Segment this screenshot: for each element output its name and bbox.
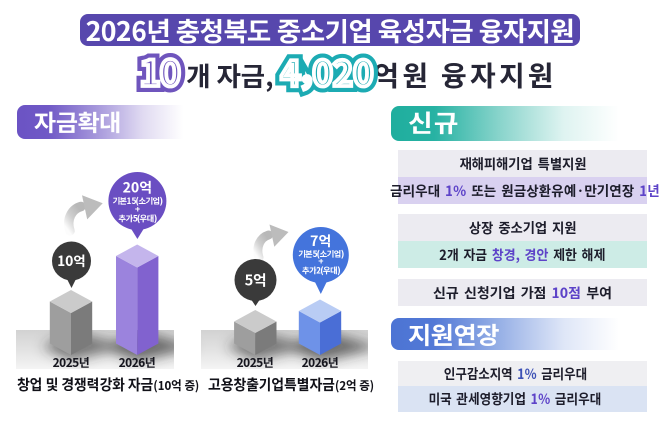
svg-text:5억: 5억: [245, 270, 267, 291]
svg-text:+: +: [317, 255, 323, 268]
svg-text:10억: 10억: [57, 250, 85, 270]
svg-text:7억: 7억: [310, 231, 331, 251]
svg-text:20억: 20억: [123, 178, 152, 198]
svg-text:기본15(소기업): 기본15(소기업): [113, 195, 164, 207]
svg-text:2026년: 2026년: [302, 354, 339, 371]
svg-text:2025년: 2025년: [237, 354, 274, 371]
svg-text:추가5(우대): 추가5(우대): [118, 213, 158, 225]
svg-text:+: +: [134, 203, 140, 216]
svg-text:2025년: 2025년: [53, 354, 90, 371]
svg-text:2026년: 2026년: [119, 354, 156, 371]
svg-text:추가2(우대): 추가2(우대): [302, 265, 342, 277]
svg-text:기본5(소기업): 기본5(소기업): [298, 248, 345, 260]
